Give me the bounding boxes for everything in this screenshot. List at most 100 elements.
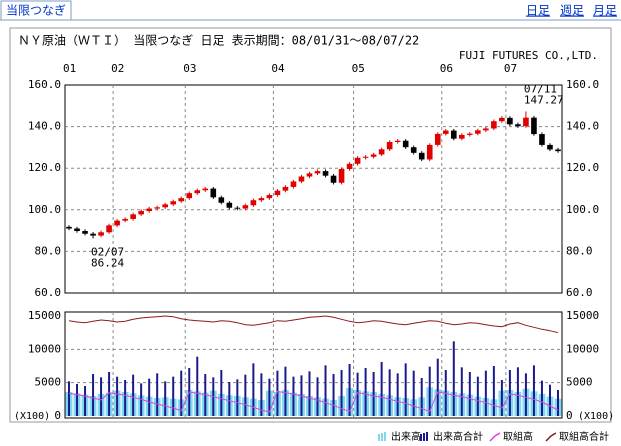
y-tick-label-right: 15000 — [566, 309, 599, 322]
candle-body — [162, 204, 169, 208]
candle-body — [458, 134, 465, 139]
candle-body — [138, 211, 144, 215]
y-tick-label-right: 10000 — [566, 342, 599, 355]
volume-bar — [436, 358, 439, 416]
volume-bar — [164, 381, 167, 416]
candle-body — [226, 202, 233, 208]
y-tick-label: 160.0 — [28, 78, 61, 91]
candle-body — [170, 201, 177, 205]
y-tick-label: 0 — [54, 409, 61, 422]
candle-body — [467, 133, 473, 135]
volume-bar — [196, 356, 199, 416]
link-monthly[interactable]: 月足 — [593, 4, 617, 18]
volume-bar — [260, 373, 263, 416]
candle-body — [418, 152, 425, 160]
volume-bar — [556, 390, 559, 416]
candle-body — [282, 186, 289, 191]
y-tick-label-right: 160.0 — [566, 78, 599, 91]
candle-body — [114, 220, 120, 226]
candle-body — [194, 190, 201, 194]
candle-body — [202, 188, 209, 191]
y-tick-label-right: 120.0 — [566, 161, 599, 174]
volume-bar — [380, 362, 383, 416]
y-tick-label: 15000 — [28, 309, 61, 322]
volume-bar — [76, 384, 79, 416]
volume-bar — [492, 366, 495, 416]
volume-bar — [516, 367, 519, 416]
candle-body — [314, 171, 321, 174]
volume-bar — [180, 370, 183, 416]
volume-bar — [500, 380, 503, 416]
y-tick-label: 140.0 — [28, 120, 61, 133]
candle-body — [210, 188, 217, 198]
y-tick-label: 120.0 — [28, 161, 61, 174]
annotation-value: 147.27 — [524, 93, 564, 106]
y-tick-label: 10000 — [28, 342, 61, 355]
y-tick-label: 80.0 — [35, 244, 62, 257]
candle-body — [90, 233, 96, 236]
candle-body — [507, 117, 513, 125]
tab[interactable]: 当限つなぎ — [6, 4, 66, 18]
link-daily[interactable]: 日足 — [526, 4, 550, 18]
y-tick-label-right: 80.0 — [566, 244, 593, 257]
candle-body — [386, 141, 393, 150]
volume-bar — [84, 386, 87, 416]
y-tick-label: 60.0 — [35, 286, 62, 299]
volume-bar — [100, 377, 103, 416]
unit-label-right: (X100) — [578, 411, 614, 422]
candle-body — [442, 130, 449, 134]
link-weekly[interactable]: 週足 — [560, 4, 584, 18]
volume-bar — [236, 379, 239, 416]
candle-body — [322, 171, 329, 176]
candle-body — [370, 154, 377, 157]
y-tick-label: 100.0 — [28, 203, 61, 216]
volume-bar — [468, 372, 471, 416]
y-tick-label-right: 100.0 — [566, 203, 599, 216]
volume-bar — [284, 366, 287, 416]
legend-label: 出来高 — [391, 430, 421, 443]
volume-bar — [548, 384, 551, 416]
candle-body — [515, 124, 521, 127]
candle-body — [450, 130, 457, 139]
volume-bar — [508, 370, 511, 416]
annotation-date: 02/07 — [91, 245, 124, 258]
candle-body — [402, 140, 409, 148]
legend-swatch — [381, 433, 383, 441]
candle-body — [531, 117, 537, 135]
candle-body — [234, 207, 241, 209]
volume-bar — [460, 367, 463, 416]
legend-swatch — [489, 432, 501, 442]
y-tick-label: 5000 — [35, 376, 62, 389]
annotation-value: 86.24 — [91, 256, 124, 269]
annotation-date: 07/11 — [524, 82, 557, 95]
volume-bar — [396, 373, 399, 416]
volume-bar — [540, 380, 543, 416]
candle-body — [362, 156, 369, 158]
x-tick-label: 03 — [183, 62, 196, 75]
x-tick-label: 02 — [111, 62, 124, 75]
legend-swatch — [426, 432, 428, 441]
candle-body — [434, 133, 441, 145]
volume-bar — [332, 374, 335, 416]
candle-body — [483, 128, 489, 131]
candle-body — [82, 231, 88, 234]
volume-bar — [316, 377, 319, 416]
candle-body — [146, 208, 152, 212]
chart-subtitle: FUJI FUTURES CO.,LTD. — [459, 49, 598, 62]
candle-body — [499, 117, 505, 122]
volume-bar — [108, 372, 111, 416]
volume-bar — [340, 370, 343, 416]
volume-bar — [484, 370, 487, 416]
volume-bar — [388, 369, 391, 416]
candle-body — [539, 134, 545, 145]
volume-plot-frame — [64, 311, 563, 419]
x-tick-label: 01 — [63, 62, 76, 75]
legend-swatch — [378, 434, 380, 441]
volume-bar — [148, 378, 151, 416]
y-tick-label-right: 5000 — [566, 376, 593, 389]
volume-bar — [68, 381, 71, 416]
volume-bar — [308, 371, 311, 416]
open-interest-line — [68, 390, 559, 413]
volume-bar — [404, 363, 407, 416]
volume-bar — [116, 376, 119, 416]
